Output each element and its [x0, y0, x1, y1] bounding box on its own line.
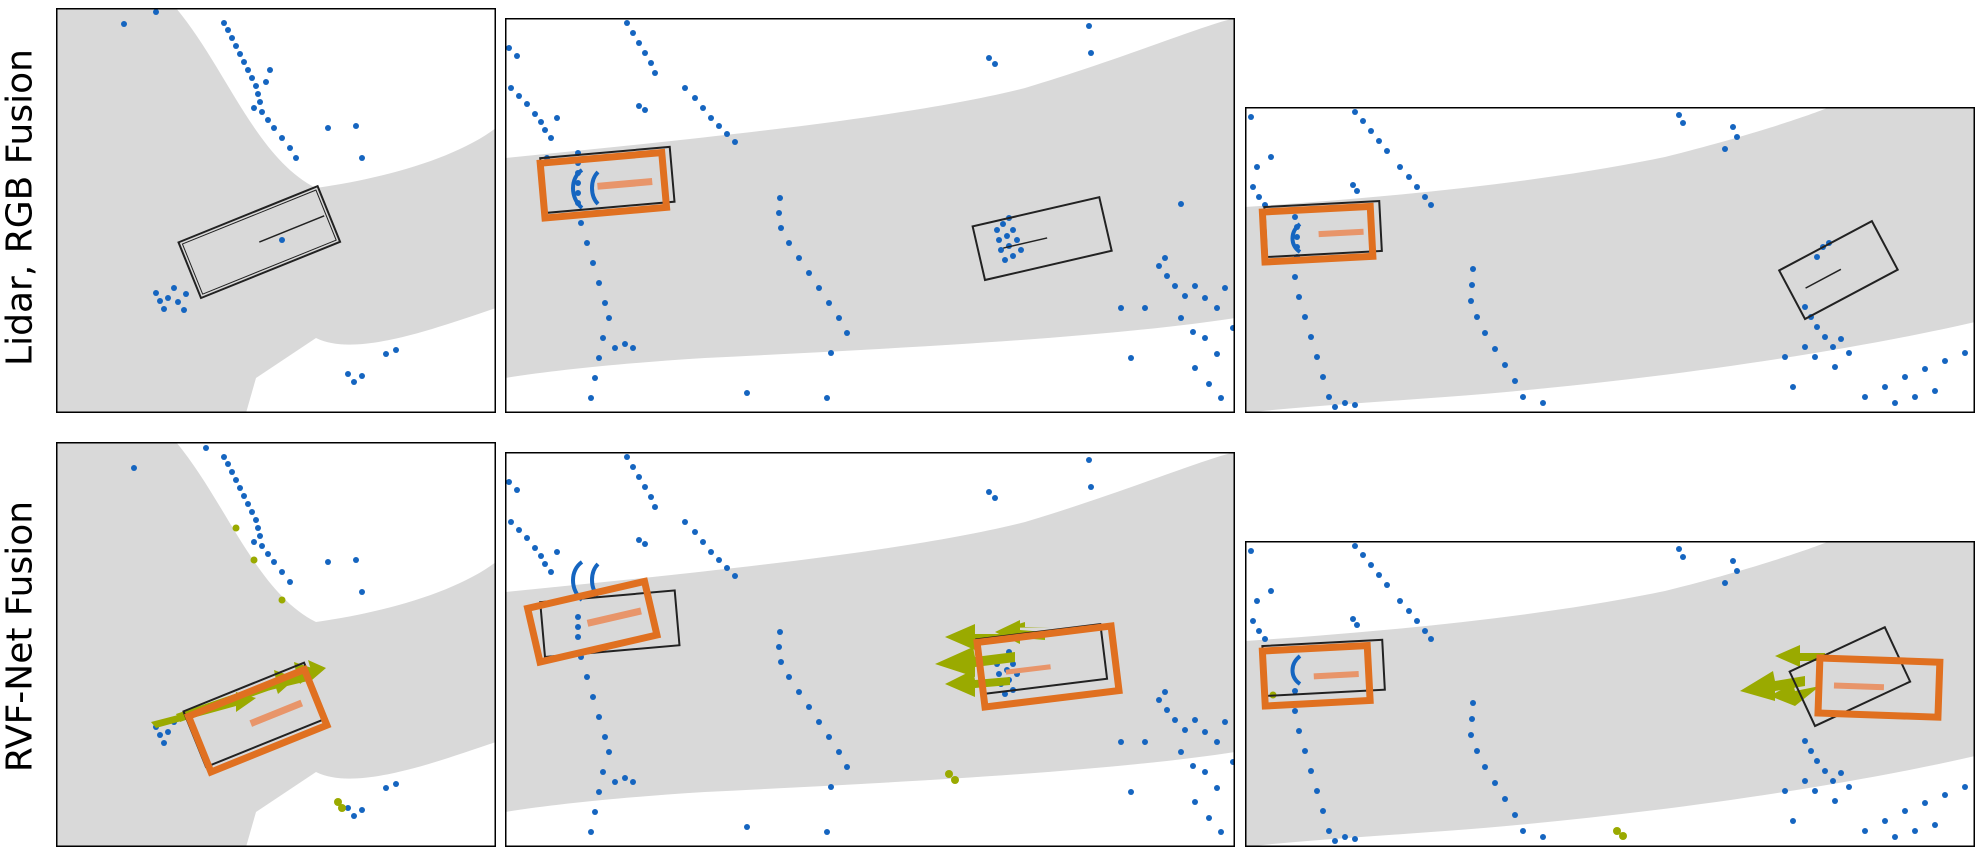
radar-point-cloud — [232, 524, 346, 812]
radar-velocity-arrows — [1740, 645, 1825, 706]
radar-point-cloud — [945, 770, 959, 784]
road-area — [56, 442, 496, 847]
ground-truth-box — [1777, 219, 1900, 321]
ground-truth-box — [1788, 625, 1912, 728]
lidar-point-cloud — [1248, 543, 1968, 844]
panel-top-1 — [56, 8, 496, 413]
prediction-box — [523, 577, 662, 667]
prediction-box — [1258, 202, 1377, 266]
prediction-box — [1258, 641, 1374, 710]
panel-top-3 — [1245, 107, 1975, 413]
road-area — [56, 8, 496, 413]
panel-bottom-1 — [56, 442, 496, 847]
road-area — [1245, 541, 1975, 847]
panel-bottom-3 — [1245, 541, 1975, 847]
ground-truth-box — [971, 195, 1113, 282]
prediction-box — [1814, 654, 1944, 721]
road-area — [1245, 107, 1975, 413]
prediction-box — [973, 622, 1123, 711]
road-area — [505, 18, 1235, 378]
lidar-point-cloud — [131, 445, 399, 819]
road-area — [505, 452, 1235, 812]
row-label-top: Lidar, RGB Fusion — [0, 49, 41, 366]
ground-truth-box — [177, 184, 342, 300]
lidar-point-cloud — [121, 9, 399, 385]
panel-top-2 — [505, 18, 1235, 413]
row-label-bottom: RVF-Net Fusion — [0, 500, 41, 773]
prediction-box — [536, 148, 671, 222]
ground-truth-box — [539, 589, 681, 659]
panel-bottom-2 — [505, 452, 1235, 847]
prediction-box — [183, 664, 332, 777]
